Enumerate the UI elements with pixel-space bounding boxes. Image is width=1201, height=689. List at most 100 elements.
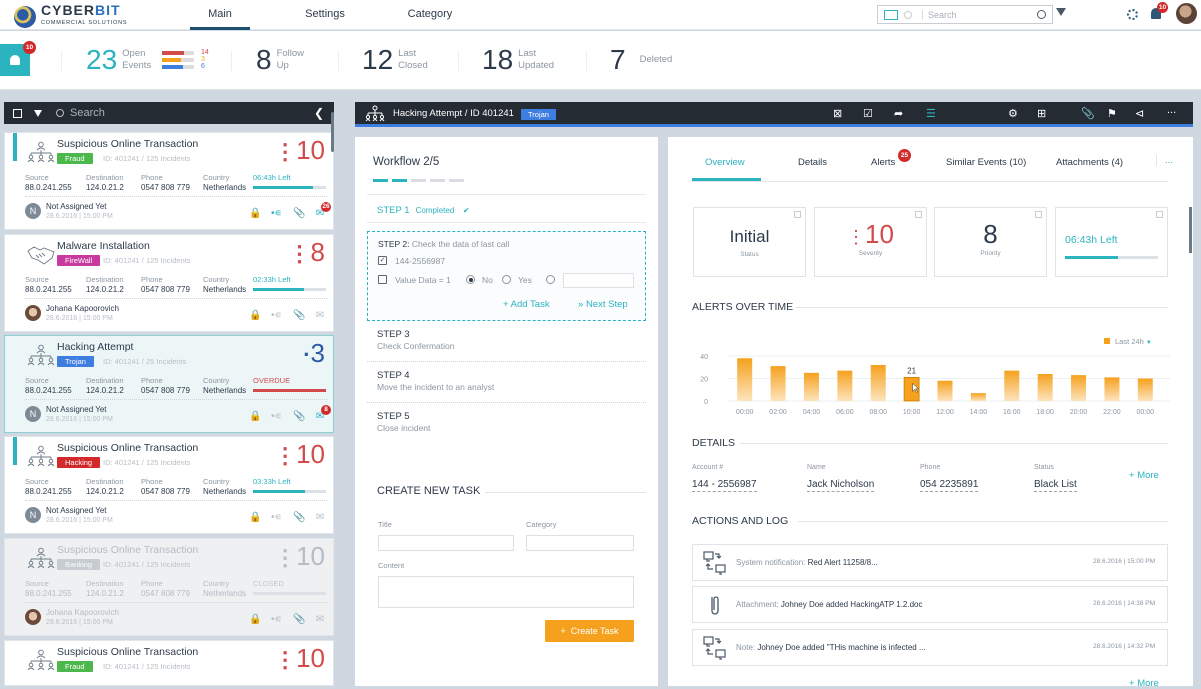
paperclip-icon[interactable]: 📎: [293, 512, 306, 523]
bar[interactable]: [1104, 377, 1120, 401]
tab-alerts[interactable]: Alerts: [871, 157, 896, 168]
bar[interactable]: [870, 365, 886, 401]
list-search-input[interactable]: Search: [70, 107, 105, 119]
list-icon[interactable]: ☰: [926, 108, 936, 120]
avatar[interactable]: [25, 609, 41, 625]
avatar[interactable]: N: [25, 507, 41, 523]
monitor-icon[interactable]: [884, 9, 898, 20]
radio-yes[interactable]: [502, 275, 511, 284]
assignee[interactable]: Not Assigned Yet: [46, 202, 107, 211]
edit-icon[interactable]: [794, 211, 801, 218]
global-search[interactable]: Search: [877, 5, 1053, 24]
detail-value[interactable]: Jack Nicholson: [807, 479, 875, 492]
chart-legend[interactable]: Last 24h ▼: [1104, 337, 1152, 346]
gear-icon[interactable]: ⚙: [1008, 108, 1018, 120]
incident-card[interactable]: Suspicious Online Transaction Fraud ID: 40…: [4, 640, 334, 686]
log-more-button[interactable]: + More: [1129, 678, 1159, 689]
nav-main[interactable]: Main: [190, 0, 250, 30]
tab-more[interactable]: ...: [1156, 155, 1173, 166]
create-task-button[interactable]: + Create Task: [545, 620, 634, 642]
close-box-icon[interactable]: ⊠: [833, 108, 843, 120]
tab-details[interactable]: Details: [798, 157, 828, 168]
paperclip-icon[interactable]: 📎: [293, 614, 306, 625]
next-step-button[interactable]: » Next Step: [578, 299, 628, 310]
lock-icon[interactable]: 🔒: [249, 614, 262, 625]
stat-open-events[interactable]: 23 Open Events: [86, 44, 152, 75]
tab-overview[interactable]: Overview: [705, 157, 745, 168]
detail-value[interactable]: 144 - 2556987: [692, 479, 757, 492]
share-out-icon[interactable]: ➦: [894, 108, 904, 120]
assignee[interactable]: Not Assigned Yet: [46, 506, 107, 515]
search-icon[interactable]: [1037, 10, 1046, 19]
bar[interactable]: [1071, 375, 1087, 401]
checkbox-checked[interactable]: ✓: [378, 256, 387, 265]
lock-icon[interactable]: 🔒: [249, 208, 262, 219]
avatar[interactable]: [1176, 3, 1197, 24]
edit-icon[interactable]: [1035, 211, 1042, 218]
avatar[interactable]: N: [25, 406, 41, 422]
edit-icon[interactable]: [1156, 211, 1163, 218]
mail-icon[interactable]: ✉: [315, 310, 325, 321]
edit-icon[interactable]: [915, 211, 922, 218]
bar[interactable]: [1137, 378, 1153, 402]
lock-icon[interactable]: 🔒: [249, 310, 262, 321]
log-entry[interactable]: Attachment: Johney Doe added HackingATP …: [692, 586, 1168, 623]
nav-category[interactable]: Category: [407, 8, 453, 20]
incident-card[interactable]: Malware Installation FireWall ID: 401241 /…: [4, 234, 334, 332]
assignee[interactable]: Johana Kapoorovich: [46, 608, 119, 617]
mail-icon[interactable]: ✉: [315, 411, 325, 422]
list-scrollbar[interactable]: [331, 112, 334, 152]
bar[interactable]: [970, 393, 986, 401]
hierarchy-icon[interactable]: •∊: [271, 208, 282, 219]
checkbox-icon[interactable]: ☑: [863, 108, 873, 120]
assignee[interactable]: Not Assigned Yet: [46, 405, 107, 414]
mail-icon[interactable]: ✉: [315, 512, 325, 523]
paperclip-icon[interactable]: 📎: [293, 208, 306, 219]
hierarchy-icon[interactable]: •∊: [271, 411, 282, 422]
title-input[interactable]: [378, 535, 514, 551]
share-icon[interactable]: ⊲: [1135, 108, 1145, 120]
hierarchy-icon[interactable]: •∊: [271, 512, 282, 523]
stat-follow-up[interactable]: 8 Follow Up: [256, 44, 305, 75]
avatar[interactable]: N: [25, 203, 41, 219]
mail-icon[interactable]: ✉: [315, 208, 325, 219]
incident-card[interactable]: Hacking Attempt Trojan ID: 401241 / 25 Inc…: [4, 335, 334, 433]
incident-card[interactable]: Suspicious Online Transaction Fraud ID: 40…: [4, 132, 334, 230]
overview-scrollbar[interactable]: [1189, 207, 1192, 253]
stat-last-closed[interactable]: 12 Last Closed: [362, 44, 428, 75]
incident-card[interactable]: Suspicious Online Transaction Hacking ID: …: [4, 436, 334, 534]
bar[interactable]: [1004, 370, 1020, 401]
bell-icon[interactable]: [1151, 8, 1161, 19]
bar[interactable]: [837, 370, 853, 401]
radio-other[interactable]: [546, 275, 555, 284]
filter-icon[interactable]: [1056, 8, 1066, 16]
stat-last-updated[interactable]: 18 Last Updated: [482, 44, 555, 75]
value-input[interactable]: [563, 273, 634, 288]
add-box-icon[interactable]: ⊞: [1037, 108, 1047, 120]
bar[interactable]: [803, 372, 819, 401]
lock-icon[interactable]: 🔒: [249, 411, 262, 422]
step-3[interactable]: STEP 3 Check Confermation: [377, 329, 455, 351]
stat-deleted[interactable]: 7 Deleted: [610, 44, 673, 75]
bar[interactable]: [737, 358, 753, 401]
step-1[interactable]: STEP 1 Completed ✔: [377, 205, 470, 216]
radio-no[interactable]: [466, 275, 475, 284]
incident-card[interactable]: Suspicious Online Transaction Banking ID: …: [4, 538, 334, 636]
lock-icon[interactable]: 🔒: [249, 512, 262, 523]
bar[interactable]: [937, 380, 953, 401]
step-4[interactable]: STEP 4 Move the incident to an analyst: [377, 370, 495, 392]
details-more-button[interactable]: + More: [1129, 470, 1159, 481]
search-input[interactable]: Search: [922, 9, 1037, 20]
content-textarea[interactable]: [378, 576, 634, 608]
checkbox-unchecked[interactable]: [378, 275, 387, 284]
add-box-icon[interactable]: [13, 108, 22, 118]
add-task-button[interactable]: + Add Task: [503, 299, 550, 310]
detail-value[interactable]: 054 2235891: [920, 479, 979, 492]
tag-icon[interactable]: ⚑: [1107, 108, 1117, 120]
assignee[interactable]: Johana Kapoorovich: [46, 304, 119, 313]
gear-icon[interactable]: [1127, 9, 1138, 20]
collapse-chevron-icon[interactable]: ❮: [313, 106, 324, 120]
hierarchy-icon[interactable]: •∊: [271, 614, 282, 625]
step-5[interactable]: STEP 5 Close incident: [377, 411, 431, 433]
more-icon[interactable]: ...: [1167, 104, 1177, 116]
